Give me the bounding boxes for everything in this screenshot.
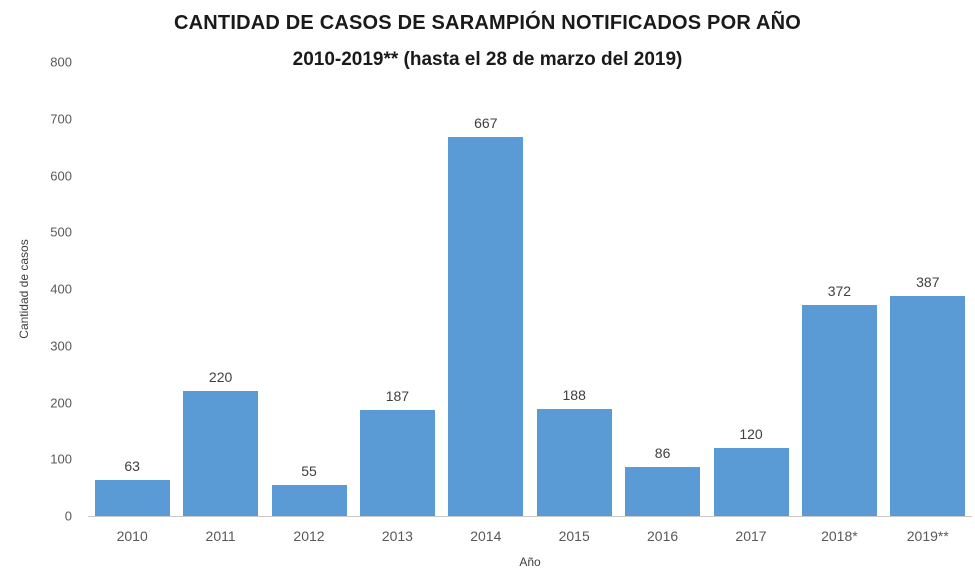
x-tick-2010: 2010	[116, 528, 148, 544]
bar-value-label-2014: 667	[474, 115, 498, 132]
x-axis-label: Año	[519, 555, 541, 569]
bar-2018*	[801, 304, 877, 516]
bar-value-label-2019**: 387	[916, 274, 940, 291]
x-tick-2016: 2016	[647, 528, 679, 544]
bar-2016	[625, 467, 701, 516]
bar-value-label-2016: 86	[654, 445, 671, 462]
y-tick-500: 500	[50, 224, 72, 240]
bar-2012	[271, 484, 347, 516]
x-axis-line	[88, 516, 972, 517]
bar-value-label-2017: 120	[739, 425, 763, 442]
bar-value-label-2012: 55	[301, 462, 317, 479]
bar-2013	[359, 409, 435, 516]
y-tick-700: 700	[50, 111, 72, 127]
y-tick-600: 600	[50, 168, 72, 183]
x-tick-2012: 2012	[293, 528, 325, 544]
y-tick-0: 0	[64, 508, 72, 524]
bar-value-label-2015: 188	[562, 387, 586, 404]
bar-2011	[183, 391, 259, 516]
y-tick-800: 800	[50, 54, 72, 70]
bar-2015	[536, 409, 612, 516]
x-tick-2014: 2014	[470, 528, 502, 544]
x-tick-2018*: 2018*	[821, 528, 858, 544]
y-tick-100: 100	[50, 451, 72, 467]
bar-value-label-2013: 187	[385, 387, 410, 404]
x-tick-2011: 2011	[205, 528, 236, 544]
y-tick-300: 300	[50, 338, 72, 354]
y-tick-400: 400	[50, 281, 72, 297]
bar-2019**	[890, 296, 966, 516]
bar-2010	[94, 480, 170, 516]
chart-subtitle: 2010-2019** (hasta el 28 de marzo del 20…	[292, 49, 683, 70]
x-tick-2013: 2013	[381, 528, 413, 544]
bar-value-label-2010: 63	[124, 458, 140, 475]
x-tick-2019**: 2019**	[906, 528, 949, 544]
bar-value-label-2018*: 372	[827, 282, 852, 299]
bar-2017	[713, 447, 789, 516]
x-tick-2015: 2015	[558, 528, 590, 544]
chart-title: CANTIDAD DE CASOS DE SARAMPIÓN NOTIFICAD…	[173, 12, 802, 34]
x-tick-2017: 2017	[735, 528, 767, 544]
bar-value-label-2011: 220	[208, 369, 233, 386]
bar-2014	[448, 137, 524, 516]
y-tick-200: 200	[50, 395, 72, 410]
